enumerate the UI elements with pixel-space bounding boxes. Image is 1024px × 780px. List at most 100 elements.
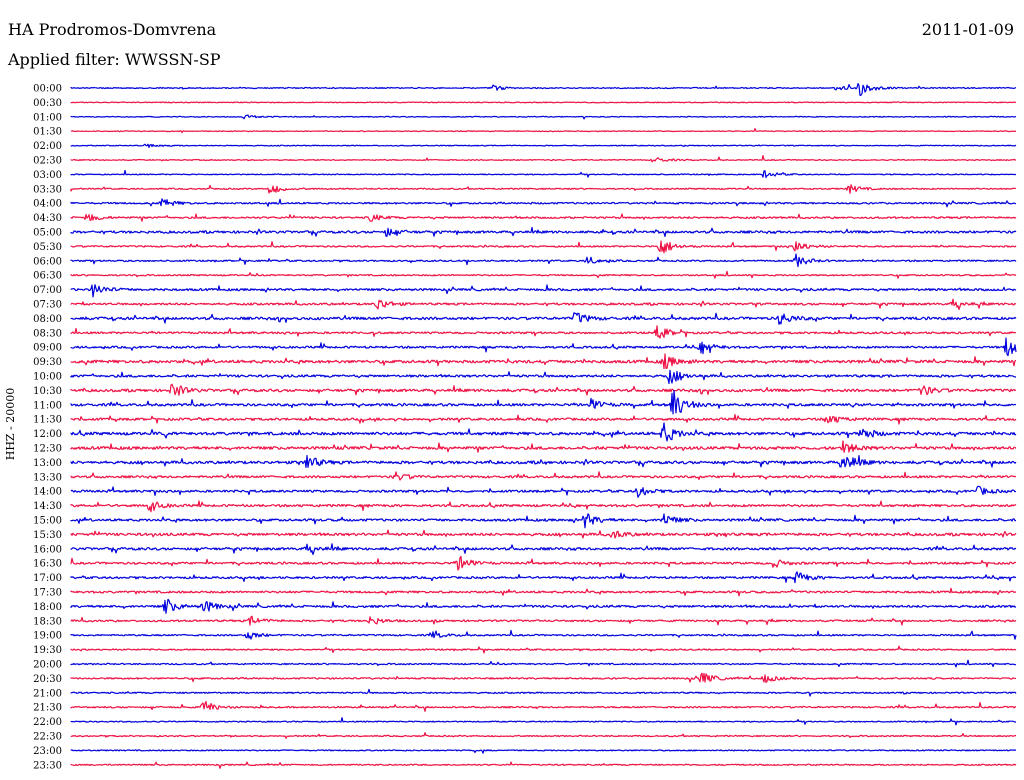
seismic-trace — [70, 645, 1017, 654]
seismic-trace — [70, 422, 1017, 442]
row-time-label: 16:30 — [33, 559, 62, 570]
seismic-trace — [70, 700, 1017, 712]
row-time-label: 03:00 — [33, 170, 62, 181]
seismic-trace — [70, 155, 1017, 163]
seismic-trace — [70, 454, 1017, 468]
row-time-label: 14:30 — [33, 501, 62, 512]
seismic-trace — [70, 383, 1017, 396]
row-time-label: 18:00 — [33, 602, 62, 613]
row-time-label: 12:00 — [33, 429, 62, 440]
row-time-label: 07:00 — [33, 285, 62, 296]
seismic-trace — [70, 717, 1017, 726]
trace-rows: 00:00 00:30 01:00 01:30 02:00 02:30 03:00 03:30… — [33, 83, 1017, 771]
row-time-label: 23:00 — [33, 746, 62, 757]
row-time-label: 13:30 — [33, 472, 62, 483]
row-time-label: 07:30 — [33, 300, 62, 311]
row-time-label: 18:30 — [33, 616, 62, 627]
row-time-label: 14:00 — [33, 487, 62, 498]
seismic-trace — [70, 749, 1017, 754]
seismic-trace — [70, 226, 1017, 237]
row-time-label: 17:00 — [33, 573, 62, 584]
date-label: 2011-01-09 — [921, 20, 1014, 39]
row-time-label: 22:00 — [33, 717, 62, 728]
seismic-trace — [70, 672, 1017, 683]
seismic-trace — [70, 353, 1017, 370]
row-time-label: 00:00 — [33, 84, 62, 95]
row-time-label: 22:30 — [33, 732, 62, 743]
row-time-label: 04:00 — [33, 199, 62, 210]
seismic-trace — [70, 732, 1017, 739]
row-time-label: 21:00 — [33, 688, 62, 699]
seismic-trace — [70, 485, 1017, 498]
seismic-trace — [70, 761, 1017, 769]
row-time-label: 20:00 — [33, 660, 62, 671]
row-time-label: 15:00 — [33, 516, 62, 527]
row-time-label: 04:30 — [33, 213, 62, 224]
row-time-label: 13:00 — [33, 458, 62, 469]
seismic-trace — [70, 555, 1017, 571]
seismic-trace — [70, 440, 1017, 453]
seismic-trace — [70, 543, 1017, 556]
seismic-trace — [70, 213, 1017, 222]
row-time-label: 02:00 — [33, 141, 62, 152]
row-time-label: 06:30 — [33, 271, 62, 282]
seismic-trace — [70, 312, 1017, 325]
seismic-trace — [70, 337, 1017, 357]
seismic-trace — [70, 198, 1017, 208]
seismic-trace — [70, 83, 1017, 96]
seismic-trace — [70, 513, 1016, 529]
filter-label: Applied filter: WWSSN-SP — [8, 50, 221, 69]
seismic-trace — [70, 571, 1017, 584]
row-time-label: 12:30 — [33, 444, 62, 455]
row-time-label: 09:30 — [33, 357, 62, 368]
seismic-trace — [70, 629, 1017, 640]
row-time-label: 11:00 — [33, 400, 62, 411]
seismic-trace — [70, 284, 1017, 298]
seismic-trace — [70, 128, 1017, 134]
seismic-trace — [70, 390, 1017, 415]
seismic-trace — [70, 587, 1017, 597]
seismic-trace — [70, 184, 1017, 194]
seismic-trace — [70, 500, 1017, 513]
seismic-trace — [70, 529, 1017, 539]
seismic-trace — [70, 114, 1017, 120]
seismic-trace — [70, 270, 1017, 279]
row-time-label: 09:00 — [33, 343, 62, 354]
row-time-label: 10:30 — [33, 386, 62, 397]
seismic-trace — [70, 598, 1017, 614]
row-time-label: 20:30 — [33, 674, 62, 685]
row-time-label: 15:30 — [33, 530, 62, 541]
row-time-label: 10:00 — [33, 372, 62, 383]
row-time-label: 01:00 — [33, 112, 62, 123]
row-time-label: 19:30 — [33, 645, 62, 656]
seismic-trace — [70, 688, 1017, 697]
row-time-label: 00:30 — [33, 98, 62, 109]
seismic-trace — [70, 369, 1017, 385]
seismic-trace — [70, 471, 1017, 481]
row-time-label: 06:00 — [33, 256, 62, 267]
row-time-label: 08:30 — [33, 328, 62, 339]
seismic-trace — [70, 414, 1017, 425]
row-time-label: 17:30 — [33, 588, 62, 599]
seismic-trace — [70, 240, 1017, 254]
seismic-trace — [70, 143, 1017, 148]
seismic-trace — [70, 325, 1017, 339]
row-time-label: 05:30 — [33, 242, 62, 253]
row-time-label: 03:30 — [33, 184, 62, 195]
station-title: HA Prodromos-Domvrena — [8, 20, 217, 39]
seismic-trace — [70, 169, 1017, 179]
seismic-trace — [70, 659, 1017, 668]
seismic-trace — [70, 298, 1017, 311]
seismic-trace — [70, 253, 1017, 268]
row-time-label: 05:00 — [33, 228, 62, 239]
seismic-trace — [70, 101, 1017, 104]
row-time-label: 19:00 — [33, 631, 62, 642]
row-time-label: 02:30 — [33, 156, 62, 167]
row-time-label: 16:00 — [33, 544, 62, 555]
row-time-label: 23:30 — [33, 760, 62, 771]
seismic-trace — [70, 615, 1017, 626]
row-time-label: 11:30 — [33, 415, 62, 426]
row-time-label: 01:30 — [33, 127, 62, 138]
row-time-label: 08:00 — [33, 314, 62, 325]
